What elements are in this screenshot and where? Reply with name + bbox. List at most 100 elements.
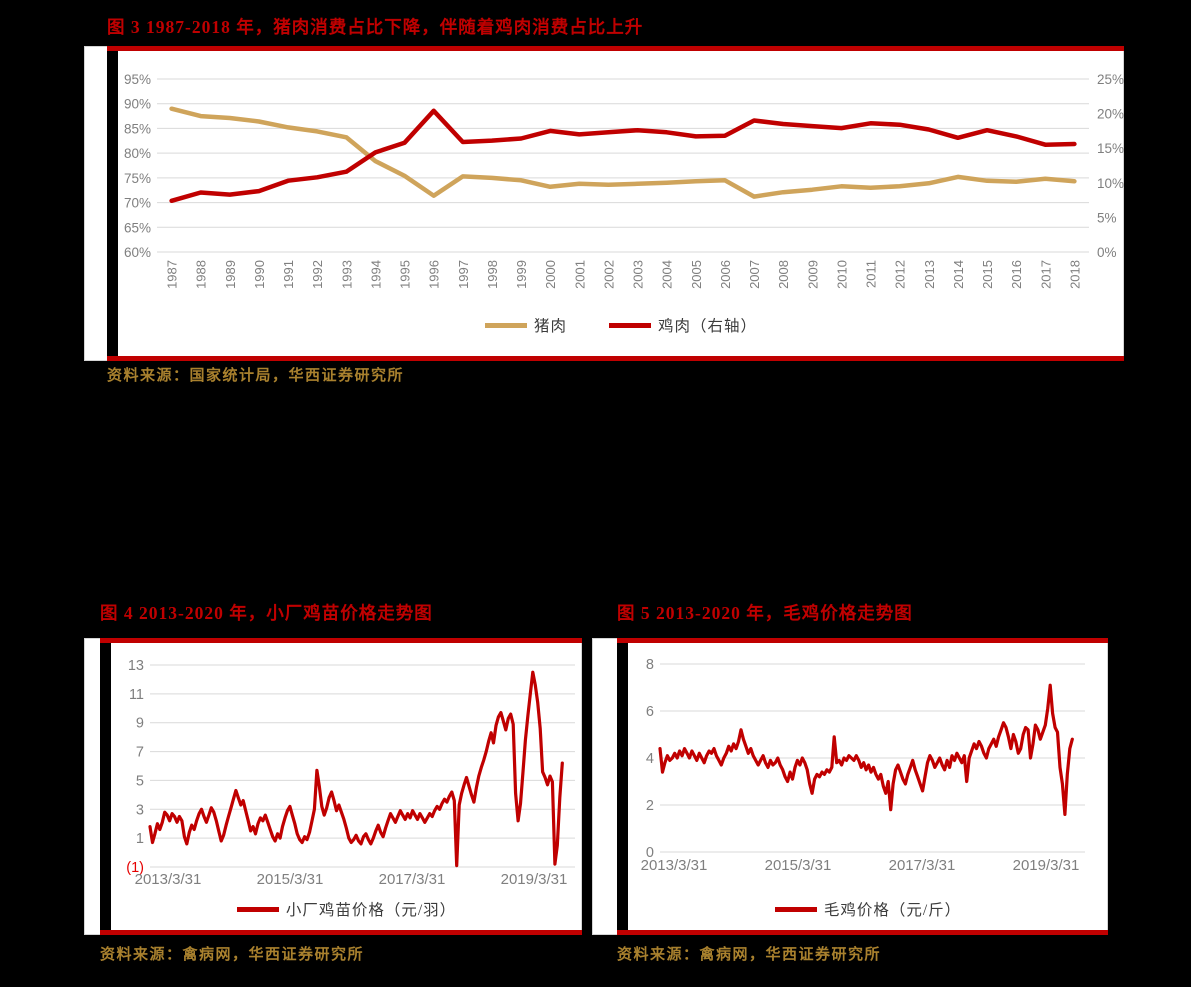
svg-text:75%: 75% — [124, 171, 151, 186]
svg-text:60%: 60% — [124, 245, 151, 260]
svg-text:1999: 1999 — [514, 260, 529, 289]
legend-label: 小厂鸡苗价格（元/羽） — [285, 902, 457, 919]
svg-text:95%: 95% — [124, 72, 151, 87]
svg-text:65%: 65% — [124, 220, 151, 235]
legend-item-chicken: 鸡肉（右轴） — [609, 314, 757, 336]
svg-text:3: 3 — [136, 802, 144, 818]
svg-text:0%: 0% — [1097, 245, 1117, 260]
svg-text:(1): (1) — [126, 860, 144, 876]
figure3-bottom-rule — [107, 356, 1124, 361]
svg-text:6: 6 — [646, 704, 654, 720]
svg-text:1987: 1987 — [165, 260, 180, 289]
legend-label: 毛鸡价格（元/斤） — [823, 902, 962, 919]
figure5-left-bar — [617, 638, 628, 935]
figure3-title: 图 3 1987-2018 年，猪肉消费占比下降，伴随着鸡肉消费占比上升 — [107, 17, 644, 37]
svg-text:80%: 80% — [124, 146, 151, 161]
svg-text:5: 5 — [136, 773, 144, 789]
svg-text:8: 8 — [646, 657, 654, 673]
svg-text:1995: 1995 — [398, 260, 413, 289]
figure4-source: 资料来源：禽病网，华西证券研究所 — [100, 947, 365, 963]
svg-text:2006: 2006 — [718, 260, 733, 289]
svg-text:2001: 2001 — [572, 260, 587, 289]
svg-text:10%: 10% — [1097, 176, 1124, 191]
svg-text:2007: 2007 — [747, 260, 762, 289]
svg-text:4: 4 — [646, 751, 654, 767]
svg-text:1991: 1991 — [281, 260, 296, 289]
svg-text:2017/3/31: 2017/3/31 — [889, 857, 956, 874]
svg-text:1989: 1989 — [223, 260, 238, 289]
svg-text:0: 0 — [646, 845, 654, 861]
figure3-chart: 60% 65% 70% 75% 80% 85% 90% 95% 0% 5% 10% 15% 20% 25%… — [124, 72, 1124, 289]
fig4-legend: 小厂鸡苗价格（元/羽） — [111, 898, 582, 920]
svg-text:2008: 2008 — [776, 260, 791, 289]
svg-text:2014: 2014 — [951, 260, 966, 289]
figure4-title: 图 4 2013-2020 年，小厂鸡苗价格走势图 — [100, 603, 433, 623]
svg-text:2010: 2010 — [834, 260, 849, 289]
figure4-bottom-rule — [100, 930, 582, 935]
legend-label: 猪肉 — [533, 318, 567, 335]
figure5-title: 图 5 2013-2020 年，毛鸡价格走势图 — [617, 603, 913, 623]
svg-text:1993: 1993 — [339, 260, 354, 289]
svg-text:2004: 2004 — [660, 260, 675, 289]
svg-text:13: 13 — [128, 658, 144, 674]
svg-text:7: 7 — [136, 745, 144, 761]
svg-text:2019/3/31: 2019/3/31 — [1013, 857, 1080, 874]
figure4-top-rule — [100, 638, 582, 643]
svg-text:2015: 2015 — [980, 260, 995, 289]
svg-text:2017/3/31: 2017/3/31 — [379, 871, 446, 888]
figure5-panel — [592, 638, 1108, 935]
svg-text:15%: 15% — [1097, 141, 1124, 156]
legend-label: 鸡肉（右轴） — [658, 318, 758, 335]
svg-text:2: 2 — [646, 798, 654, 814]
svg-text:25%: 25% — [1097, 72, 1124, 87]
figure4-panel — [84, 638, 582, 935]
figure3-panel — [84, 46, 1124, 361]
figure5-source: 资料来源：禽病网，华西证券研究所 — [617, 947, 882, 963]
fig5-legend: 毛鸡价格（元/斤） — [628, 898, 1108, 920]
figure3-source: 资料来源：国家统计局，华西证券研究所 — [107, 368, 405, 384]
svg-text:2012: 2012 — [893, 260, 908, 289]
svg-text:1: 1 — [136, 831, 144, 847]
svg-text:1996: 1996 — [427, 260, 442, 289]
svg-text:2015/3/31: 2015/3/31 — [765, 857, 832, 874]
svg-text:70%: 70% — [124, 196, 151, 211]
figure4-chart: 13 11 9 7 5 3 1 (1)2013/3/31 2015/3/31 2017/3/31 2… — [126, 658, 575, 888]
svg-text:11: 11 — [129, 687, 144, 703]
svg-text:1988: 1988 — [194, 260, 209, 289]
svg-text:5%: 5% — [1097, 210, 1117, 225]
svg-text:1992: 1992 — [310, 260, 325, 289]
figure5-top-rule — [617, 638, 1108, 643]
svg-text:2015/3/31: 2015/3/31 — [257, 871, 324, 888]
svg-text:2005: 2005 — [689, 260, 704, 289]
svg-text:2002: 2002 — [601, 260, 616, 289]
svg-text:1994: 1994 — [368, 260, 383, 289]
svg-text:9: 9 — [136, 716, 144, 732]
broiler-price-line-swatch — [774, 906, 817, 912]
svg-text:90%: 90% — [124, 97, 151, 112]
figure3-left-bar — [107, 46, 118, 361]
legend-item-chick-price: 小厂鸡苗价格（元/羽） — [236, 898, 457, 920]
svg-text:2000: 2000 — [543, 260, 558, 289]
svg-text:1998: 1998 — [485, 260, 500, 289]
svg-text:2009: 2009 — [805, 260, 820, 289]
figure3-top-rule — [107, 46, 1124, 51]
chicken-line-swatch — [609, 322, 651, 328]
svg-text:2013: 2013 — [922, 260, 937, 289]
svg-text:2011: 2011 — [864, 260, 879, 288]
svg-text:20%: 20% — [1097, 107, 1124, 122]
figure4-left-bar — [100, 638, 111, 935]
svg-text:1997: 1997 — [456, 260, 471, 289]
svg-text:2013/3/31: 2013/3/31 — [641, 857, 708, 874]
pork-line-swatch — [484, 322, 527, 328]
svg-text:2013/3/31: 2013/3/31 — [135, 871, 202, 888]
svg-text:2017: 2017 — [1038, 260, 1053, 289]
svg-text:2003: 2003 — [631, 260, 646, 289]
svg-text:2019/3/31: 2019/3/31 — [501, 871, 568, 888]
svg-text:2018: 2018 — [1067, 260, 1082, 289]
svg-text:2016: 2016 — [1009, 260, 1024, 289]
fig3-legend: 猪肉 鸡肉（右轴） — [118, 314, 1124, 336]
chick-price-line-swatch — [236, 906, 279, 912]
legend-item-pork: 猪肉 — [484, 314, 567, 336]
